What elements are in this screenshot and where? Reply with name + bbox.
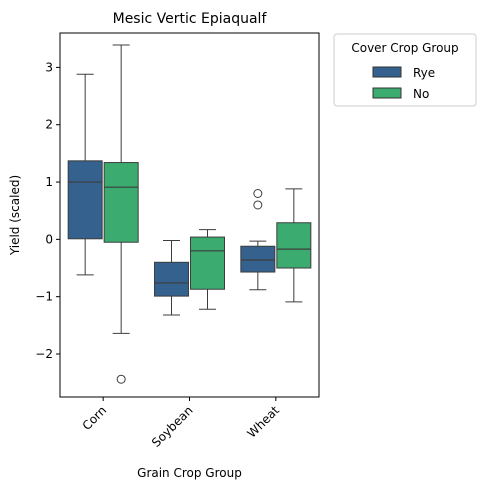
x-tick-label: Soybean: [149, 403, 196, 450]
box-rye-soybean: [154, 240, 189, 316]
y-tick-label: 2: [45, 118, 53, 132]
box-body: [154, 261, 189, 297]
box-body: [103, 162, 139, 243]
y-tick-label: −1: [35, 290, 53, 304]
box-body: [67, 160, 103, 240]
x-tick-label: Wheat: [245, 403, 283, 441]
box-body: [190, 236, 225, 290]
legend-label-no: No: [413, 87, 429, 101]
legend: Cover Crop Group Rye No: [333, 33, 477, 107]
box-rye-wheat: [240, 189, 276, 291]
legend-frame: [333, 33, 477, 107]
y-tick-label: 1: [45, 175, 53, 189]
y-tick-label: −2: [35, 347, 53, 361]
box-body: [276, 222, 312, 269]
plot-frame: [59, 32, 320, 398]
x-tick-label: Corn: [80, 403, 110, 433]
y-tick-label: 0: [45, 232, 53, 246]
plot-area: −2 −1 0 1 2 3 Corn Soybean Wheat: [35, 44, 312, 450]
y-axis-label: Yield (scaled): [8, 175, 22, 256]
legend-title: Cover Crop Group: [351, 41, 458, 55]
legend-swatch-no: [372, 87, 402, 99]
legend-label-rye: Rye: [413, 66, 435, 80]
chart-title: Mesic Vertic Epiaqualf: [113, 11, 268, 27]
box-no-wheat: [276, 188, 312, 303]
y-tick-label: 3: [45, 60, 53, 74]
box-body: [240, 245, 276, 273]
outlier-point: [253, 200, 263, 210]
box-no-soybean: [190, 229, 225, 310]
x-axis-label: Grain Crop Group: [137, 466, 242, 480]
outlier-point: [253, 189, 263, 199]
box-rye-corn: [67, 73, 103, 276]
box-no-corn: [103, 44, 139, 384]
outlier-point: [116, 374, 126, 384]
legend-swatch-rye: [372, 66, 402, 78]
